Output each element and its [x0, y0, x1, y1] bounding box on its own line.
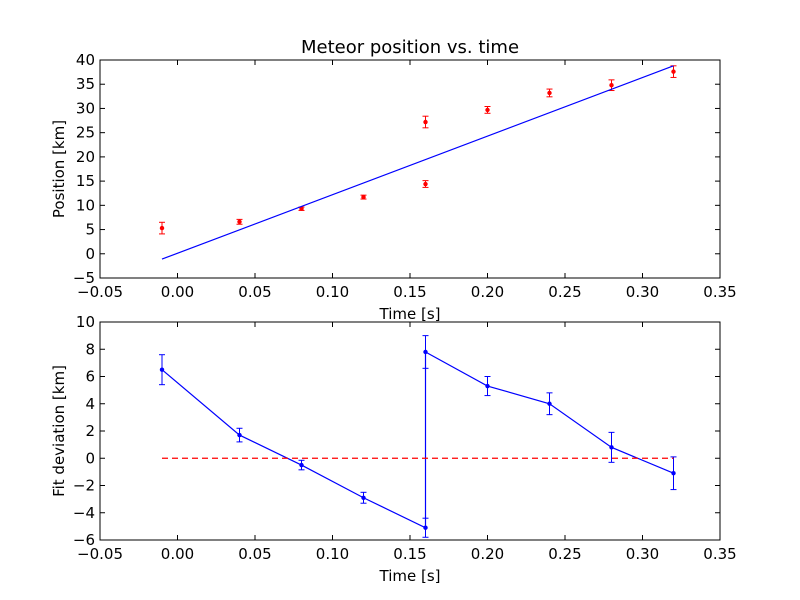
x-tick-label: 0.25: [548, 545, 581, 563]
y-tick-label: 5: [85, 221, 95, 239]
y-tick-label: 10: [76, 196, 95, 214]
data-point: [361, 194, 366, 200]
data-point: [159, 225, 165, 231]
x-tick-label: 0.20: [471, 545, 504, 563]
chart-title: Meteor position vs. time: [301, 37, 519, 58]
axes-frame: [99, 321, 721, 541]
y-tick-label: 8: [85, 340, 95, 358]
x-tick-label: 0.00: [161, 545, 194, 563]
x-tick-label: 0.05: [238, 283, 271, 301]
series-deviation: [159, 335, 677, 538]
data-point: [299, 462, 304, 468]
y-tick-label: 25: [76, 124, 95, 142]
x-tick-label: 0.20: [471, 283, 504, 301]
data-point: [547, 401, 552, 406]
y-tick-label: −6: [73, 531, 95, 549]
y-axis-label: Fit deviation [km]: [50, 365, 68, 497]
x-tick-label: −0.05: [77, 283, 123, 301]
x-tick-label: 0.00: [161, 283, 194, 301]
y-tick-label: −2: [73, 477, 95, 495]
y-tick-label: 30: [76, 99, 95, 117]
data-point: [423, 349, 428, 355]
x-tick-label: 0.15: [393, 283, 426, 301]
y-tick-label: 0: [85, 245, 95, 263]
series-line: [161, 350, 674, 529]
data-point: [361, 495, 366, 500]
y-tick-label: 4: [85, 395, 95, 413]
y-tick-label: 2: [85, 422, 95, 440]
data-point: [159, 367, 165, 372]
y-tick-label: 35: [76, 75, 95, 93]
x-tick-label: 0.10: [316, 283, 349, 301]
series-measurements: [159, 65, 677, 235]
data-point: [671, 69, 676, 74]
data-point: [423, 119, 428, 125]
axes-frame: [99, 59, 721, 279]
x-axis-label: Time [s]: [379, 567, 441, 585]
data-point: [609, 82, 614, 88]
x-tick-label: 0.15: [393, 545, 426, 563]
data-point: [237, 219, 242, 225]
data-point: [609, 445, 614, 450]
data-point: [485, 107, 490, 113]
data-point: [485, 383, 490, 389]
x-tick-label: 0.35: [703, 545, 736, 563]
y-tick-label: 6: [85, 368, 95, 386]
data-point: [299, 206, 304, 211]
y-tick-label: 10: [76, 313, 95, 331]
data-point: [423, 181, 428, 187]
y-tick-label: 0: [85, 449, 95, 467]
chart-1: −0.05 0.00 0.05 0.10 0.15 0.20 0.25 0.30 0.35 −5 0…: [50, 37, 737, 323]
y-tick-label: 40: [76, 51, 95, 69]
y-tick-label: 20: [76, 148, 95, 166]
x-tick-label: 0.05: [238, 545, 271, 563]
series-line: [161, 65, 674, 260]
x-tick-label: 0.10: [316, 545, 349, 563]
x-tick-label: −0.05: [77, 545, 123, 563]
data-point: [671, 471, 676, 476]
series-linear-fit: [161, 65, 674, 260]
y-tick-label: −5: [73, 269, 95, 287]
x-tick-label: 0.30: [626, 545, 659, 563]
x-tick-label: 0.35: [703, 283, 736, 301]
x-axis-label: Time [s]: [379, 305, 441, 323]
data-point: [237, 432, 242, 438]
y-axis-label: Position [km]: [50, 120, 68, 218]
x-tick-label: 0.30: [626, 283, 659, 301]
chart-2: −0.05 0.00 0.05 0.10 0.15 0.20 0.25 0.30 0.35 −6 −…: [50, 313, 737, 585]
data-point: [423, 525, 428, 530]
x-tick-label: 0.25: [548, 283, 581, 301]
data-point: [547, 90, 552, 96]
y-tick-label: 15: [76, 172, 95, 190]
y-tick-label: −4: [73, 504, 95, 522]
